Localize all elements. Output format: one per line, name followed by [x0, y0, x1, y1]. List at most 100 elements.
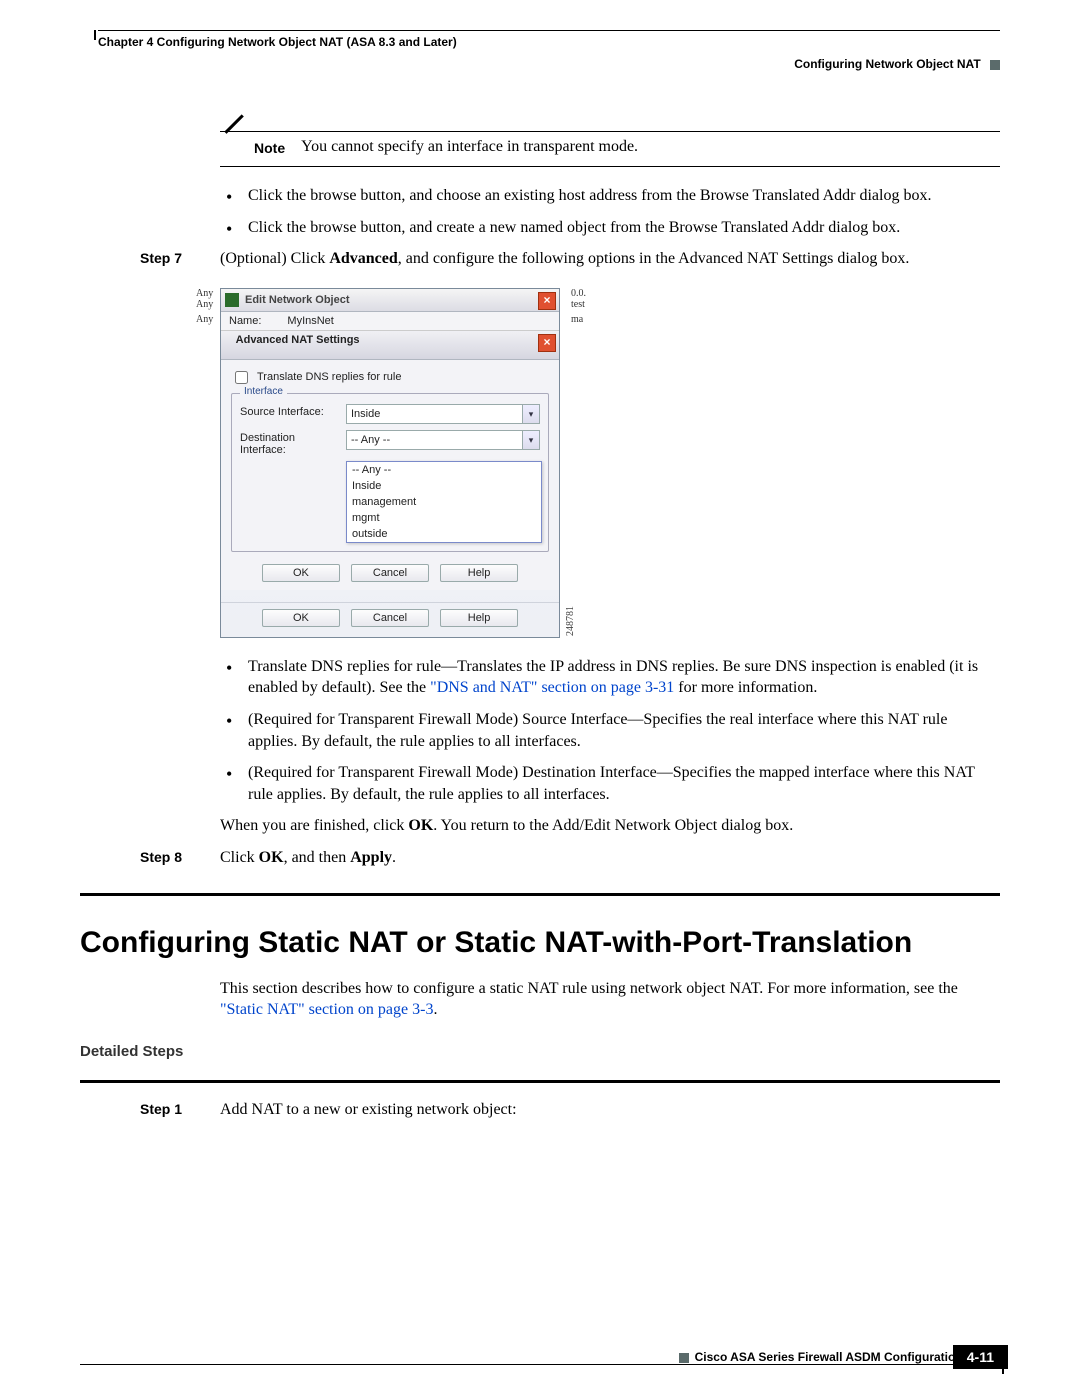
list-item: Click the browse button, and create a ne…: [220, 217, 1000, 239]
text: .: [392, 849, 396, 866]
step-7: Step 7 (Optional) Click Advanced, and co…: [80, 248, 1000, 270]
bold: Apply: [350, 849, 392, 866]
step-body: Add NAT to a new or existing network obj…: [220, 1099, 1000, 1121]
header-rule: [98, 30, 1000, 31]
bg-label: Any: [196, 288, 213, 299]
dropdown-option[interactable]: mgmt: [347, 510, 541, 526]
edit-network-object-window: Edit Network Object × Name: MyInsNet Adv…: [220, 288, 560, 638]
text: , and then: [284, 849, 351, 866]
step-label: Step 8: [140, 847, 220, 869]
finish-para: When you are finished, click OK. You ret…: [220, 815, 1000, 837]
text: When you are finished, click: [220, 817, 408, 834]
step-1: Step 1 Add NAT to a new or existing netw…: [80, 1099, 1000, 1121]
text: . You return to the Add/Edit Network Obj…: [433, 817, 793, 834]
detailed-steps-heading: Detailed Steps: [80, 1043, 1000, 1060]
step-label: Step 1: [140, 1099, 220, 1121]
help-button[interactable]: Help: [440, 609, 518, 627]
title-bar: Edit Network Object ×: [221, 289, 559, 312]
step-8: Step 8 Click OK, and then Apply.: [80, 847, 1000, 869]
cancel-button[interactable]: Cancel: [351, 609, 429, 627]
bullet-list-1: Click the browse button, and choose an e…: [220, 185, 1000, 238]
text: .: [433, 1001, 437, 1018]
dropdown-option[interactable]: Inside: [347, 478, 541, 494]
note-text: You cannot specify an interface in trans…: [301, 138, 638, 156]
section-divider: [80, 893, 1000, 896]
translate-dns-checkbox[interactable]: [235, 371, 248, 384]
source-interface-label: Source Interface:: [240, 404, 340, 418]
chapter-line: Chapter 4 Configuring Network Object NAT…: [98, 35, 1000, 49]
outer-buttons: OK Cancel Help: [221, 602, 559, 637]
app-icon: [225, 293, 239, 307]
text: Click: [220, 849, 259, 866]
step-body: Click OK, and then Apply.: [220, 847, 1000, 869]
note-label: Note: [254, 140, 285, 156]
bg-label: Any: [196, 299, 213, 310]
header-section: Configuring Network Object NAT: [794, 57, 980, 71]
select-value: Inside: [351, 408, 380, 420]
chevron-down-icon[interactable]: ▾: [522, 431, 539, 449]
advanced-title: Advanced NAT Settings: [236, 334, 360, 346]
ok-button[interactable]: OK: [262, 564, 340, 582]
text: (Optional) Click: [220, 250, 329, 267]
advanced-buttons: OK Cancel Help: [231, 564, 549, 582]
bg-label: Any: [196, 314, 213, 325]
destination-interface-label: Destination Interface:: [240, 430, 340, 456]
dropdown-option[interactable]: management: [347, 494, 541, 510]
bg-right-labels: 0.0. test ma: [571, 288, 586, 325]
chevron-down-icon[interactable]: ▾: [522, 405, 539, 423]
footer-guide: Cisco ASA Series Firewall ASDM Configura…: [80, 1350, 1000, 1364]
footer-square-icon: [679, 1353, 689, 1363]
figure-advanced-nat: Any Any Any 0.0. test ma Edit Network Ob…: [220, 288, 560, 638]
bullet-list-2: Translate DNS replies for rule—Translate…: [220, 656, 1000, 806]
bold: OK: [408, 817, 433, 834]
text: for more information.: [674, 679, 817, 696]
intro-para: This section describes how to configure …: [220, 978, 1000, 1021]
dropdown-option[interactable]: outside: [347, 526, 541, 542]
destination-interface-select[interactable]: -- Any -- ▾: [346, 430, 540, 450]
name-value: MyInsNet: [287, 315, 333, 327]
close-icon[interactable]: ×: [538, 334, 556, 352]
bold: Advanced: [329, 250, 397, 267]
link-dns-nat[interactable]: "DNS and NAT" section on page 3-31: [430, 679, 674, 696]
help-button[interactable]: Help: [440, 564, 518, 582]
link-static-nat[interactable]: "Static NAT" section on page 3-3: [220, 1001, 433, 1018]
name-label: Name:: [229, 315, 261, 327]
source-interface-select[interactable]: Inside ▾: [346, 404, 540, 424]
bg-col-labels: Any Any Any: [196, 288, 213, 325]
list-item: (Required for Transparent Firewall Mode)…: [220, 762, 1000, 805]
footer: Cisco ASA Series Firewall ASDM Configura…: [80, 1346, 1000, 1367]
advanced-panel: Translate DNS replies for rule Interface…: [221, 360, 559, 590]
checkbox-label: Translate DNS replies for rule: [257, 371, 401, 383]
interface-fieldset: Interface Source Interface: Inside ▾ Des…: [231, 393, 549, 552]
footer-rule: [80, 1364, 1000, 1365]
note-icon: [220, 110, 246, 141]
crop-tick-left: [94, 30, 100, 40]
cancel-button[interactable]: Cancel: [351, 564, 429, 582]
advanced-title-bar: Advanced NAT Settings ×: [221, 331, 559, 360]
window-title: Edit Network Object: [245, 294, 350, 306]
note-block: Note You cannot specify an interface in …: [220, 131, 1000, 167]
step-body: (Optional) Click Advanced, and configure…: [220, 248, 1000, 270]
ok-button[interactable]: OK: [262, 609, 340, 627]
step-label: Step 7: [140, 248, 220, 270]
text: , and configure the following options in…: [398, 250, 910, 267]
name-row: Name: MyInsNet: [221, 312, 559, 331]
bg-label: test: [571, 299, 586, 310]
steps-divider: [80, 1080, 1000, 1083]
select-value: -- Any --: [351, 434, 390, 446]
bg-label: 0.0.: [571, 288, 586, 299]
list-item: Click the browse button, and choose an e…: [220, 185, 1000, 207]
header-square-icon: [990, 60, 1000, 70]
destination-dropdown-list: -- Any -- Inside management mgmt outside: [346, 461, 542, 543]
page-number: 4-11: [953, 1345, 1008, 1369]
dropdown-option[interactable]: -- Any --: [347, 462, 541, 478]
fieldset-legend: Interface: [240, 386, 287, 397]
section-heading: Configuring Static NAT or Static NAT-wit…: [80, 926, 1000, 960]
list-item: (Required for Transparent Firewall Mode)…: [220, 709, 1000, 752]
header-right: Configuring Network Object NAT: [80, 57, 1000, 71]
text: This section describes how to configure …: [220, 980, 958, 997]
figure-code: 248781: [565, 606, 576, 636]
bold: OK: [259, 849, 284, 866]
page: Chapter 4 Configuring Network Object NAT…: [0, 0, 1080, 1397]
close-icon[interactable]: ×: [538, 292, 556, 310]
